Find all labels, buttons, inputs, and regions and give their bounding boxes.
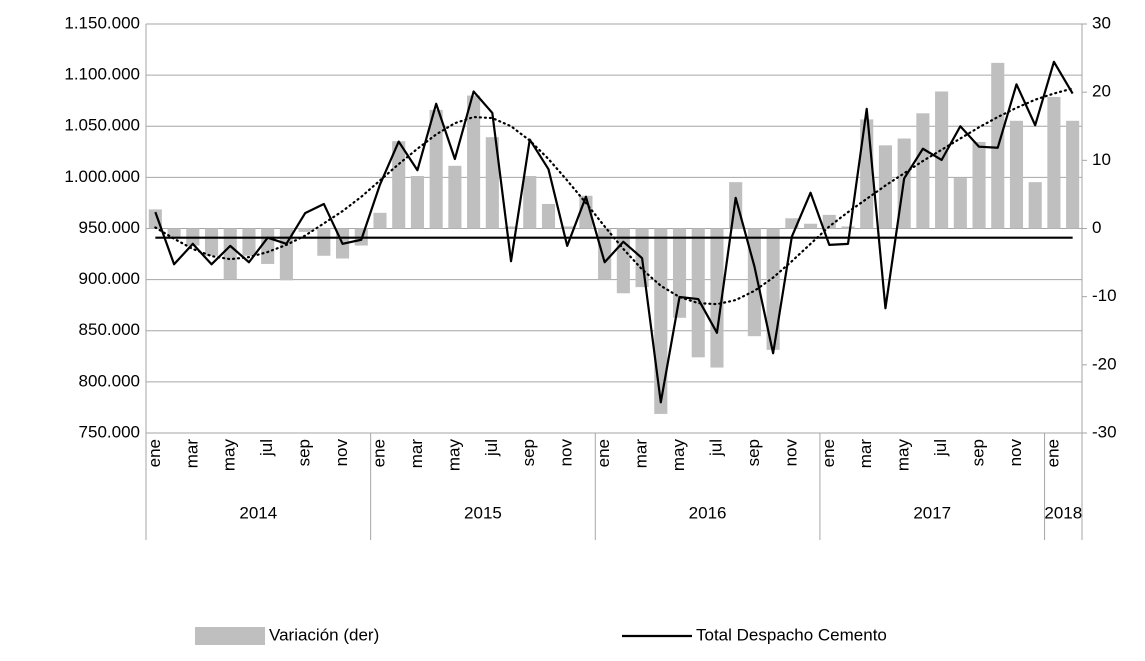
- x-tick-label: may: [444, 439, 463, 472]
- legend-label: Total Despacho Cemento: [696, 625, 887, 644]
- y-tick-label: 800.000: [79, 371, 140, 390]
- year-label: 2017: [913, 503, 951, 522]
- bar: [485, 137, 499, 229]
- bar: [223, 228, 237, 280]
- x-tick-label: may: [669, 439, 688, 472]
- x-tick-label: ene: [1043, 439, 1062, 467]
- x-tick-label: nov: [781, 439, 800, 467]
- bar: [1028, 182, 1042, 229]
- y2-tick-label: 30: [1092, 13, 1111, 32]
- year-label: 2016: [689, 503, 727, 522]
- y2-tick-label: 20: [1092, 82, 1111, 101]
- x-tick-label: mar: [856, 439, 875, 469]
- x-tick-label: ene: [145, 439, 164, 467]
- bar: [953, 178, 967, 229]
- x-tick-label: sep: [295, 439, 314, 466]
- bar: [766, 228, 780, 350]
- bar: [279, 228, 293, 281]
- legend-label: Variación (der): [269, 625, 379, 644]
- bar: [1009, 120, 1024, 229]
- y2-tick-label: -20: [1092, 354, 1117, 373]
- year-label: 2014: [239, 503, 277, 522]
- bar: [167, 228, 181, 239]
- bar: [298, 228, 312, 232]
- y-tick-label: 1.000.000: [64, 167, 140, 186]
- x-tick-label: may: [894, 439, 913, 472]
- bar: [429, 109, 443, 229]
- y2-tick-label: -30: [1092, 422, 1117, 441]
- bar: [672, 228, 687, 318]
- x-tick-label: ene: [369, 439, 388, 467]
- bar: [785, 218, 799, 229]
- x-tick-label: mar: [182, 439, 201, 469]
- y-tick-label: 1.050.000: [64, 116, 140, 135]
- bar: [317, 228, 331, 256]
- x-tick-label: sep: [744, 439, 763, 466]
- y-tick-label: 900.000: [79, 269, 140, 288]
- legend-swatch: [195, 627, 265, 645]
- line: [154, 60, 1074, 404]
- year-label: 2018: [1044, 503, 1082, 522]
- bar: [204, 228, 219, 256]
- y2-tick-label: -10: [1092, 286, 1117, 305]
- bar: [373, 212, 387, 229]
- x-tick-label: mar: [632, 439, 651, 469]
- x-tick-label: sep: [969, 439, 988, 466]
- bar: [747, 228, 761, 337]
- x-tick-label: nov: [332, 439, 351, 467]
- y-tick-label: 1.150.000: [64, 13, 140, 32]
- bar: [560, 226, 574, 229]
- y2-tick-label: 10: [1092, 150, 1111, 169]
- bar: [541, 203, 556, 229]
- x-tick-label: may: [220, 439, 239, 472]
- bar: [448, 165, 462, 229]
- bar: [916, 113, 930, 229]
- bar: [804, 223, 818, 229]
- bar: [598, 228, 612, 280]
- bar: [972, 141, 986, 229]
- bar: [841, 226, 855, 229]
- y-tick-label: 750.000: [79, 422, 140, 441]
- bar: [261, 228, 275, 264]
- bar: [467, 95, 481, 229]
- bar: [504, 226, 518, 229]
- x-tick-label: nov: [557, 439, 576, 467]
- bar: [410, 176, 424, 229]
- bar: [1066, 120, 1080, 229]
- bar: [523, 176, 537, 229]
- x-tick-label: jul: [482, 439, 501, 457]
- x-tick-label: nov: [1006, 439, 1025, 467]
- bar: [1047, 96, 1061, 229]
- y-tick-label: 950.000: [79, 218, 140, 237]
- y-tick-label: 850.000: [79, 320, 140, 339]
- y2-tick-label: 0: [1092, 218, 1101, 237]
- x-tick-label: sep: [519, 439, 538, 466]
- bar: [392, 141, 406, 229]
- bar: [878, 145, 892, 229]
- x-tick-label: ene: [594, 439, 613, 467]
- year-label: 2015: [464, 503, 502, 522]
- x-tick-label: ene: [819, 439, 838, 467]
- x-tick-label: jul: [257, 439, 276, 457]
- x-tick-label: mar: [407, 439, 426, 469]
- bar: [654, 228, 668, 414]
- bar: [242, 228, 256, 256]
- bar: [691, 228, 705, 358]
- y-tick-label: 1.100.000: [64, 65, 140, 84]
- x-tick-label: jul: [706, 439, 725, 457]
- bar: [710, 228, 724, 368]
- x-tick-label: jul: [931, 439, 950, 457]
